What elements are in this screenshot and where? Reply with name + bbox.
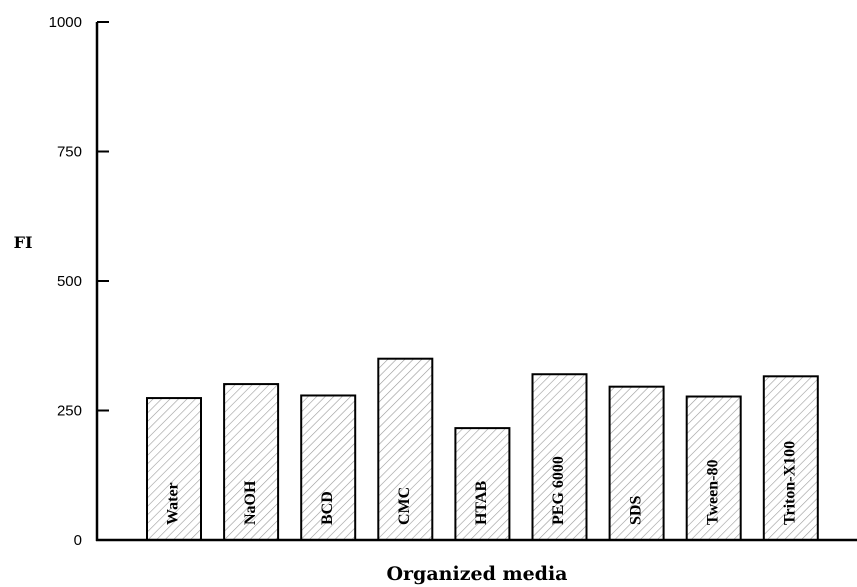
- y-tick-label: 1000: [49, 14, 82, 31]
- category-label: CMC: [396, 487, 413, 525]
- y-tick-label: 250: [57, 403, 82, 420]
- bar-tween-80: [685, 395, 742, 541]
- y-axis-title: FI: [14, 233, 33, 252]
- y-tick-label: 500: [57, 273, 82, 290]
- y-tick-label: 0: [74, 532, 82, 549]
- category-label: NaOH: [242, 480, 259, 525]
- category-label: PEG 6000: [550, 456, 567, 525]
- bars: Water NaOH BCD CMC HTAB PEG 6000 SDS Tween-80 Tr…: [146, 357, 819, 542]
- category-label: Tween-80: [704, 460, 721, 525]
- bar-htab: [454, 427, 511, 541]
- category-label: Triton-X100: [781, 441, 798, 525]
- bar-sds: [608, 385, 665, 541]
- bar-cmc: [377, 357, 434, 542]
- x-axis-title: Organized media: [387, 563, 568, 585]
- category-label: Water: [165, 482, 182, 525]
- category-label: BCD: [319, 491, 336, 525]
- bar-triton-x100: [762, 375, 819, 542]
- bar-water: [146, 397, 202, 541]
- category-label: HTAB: [473, 481, 490, 525]
- bar-bcd: [300, 394, 357, 541]
- bar-peg-6000: [531, 373, 588, 541]
- y-axis-ticks: 0 250 500 750 1000: [49, 14, 109, 549]
- y-tick-label: 750: [57, 144, 82, 161]
- category-label: SDS: [627, 496, 644, 525]
